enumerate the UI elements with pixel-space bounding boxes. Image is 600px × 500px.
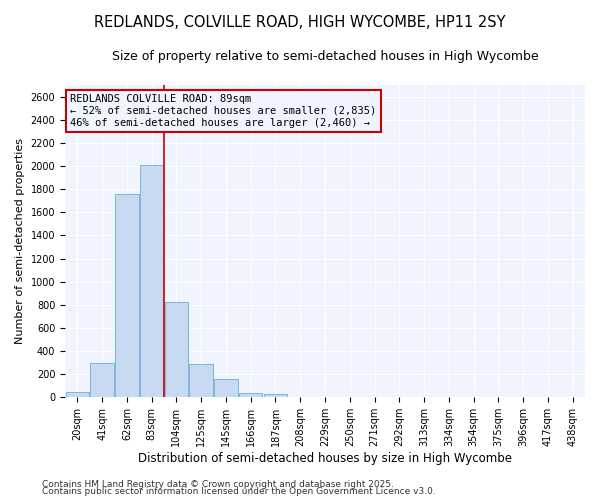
Bar	[264, 394, 287, 398]
Title: Size of property relative to semi-detached houses in High Wycombe: Size of property relative to semi-detach…	[112, 50, 538, 63]
Bar	[164, 302, 188, 398]
Bar	[91, 362, 114, 398]
Text: REDLANDS COLVILLE ROAD: 89sqm
← 52% of semi-detached houses are smaller (2,835)
: REDLANDS COLVILLE ROAD: 89sqm ← 52% of s…	[70, 94, 376, 128]
Bar	[115, 194, 139, 398]
Text: REDLANDS, COLVILLE ROAD, HIGH WYCOMBE, HP11 2SY: REDLANDS, COLVILLE ROAD, HIGH WYCOMBE, H…	[94, 15, 506, 30]
Bar	[190, 364, 213, 398]
X-axis label: Distribution of semi-detached houses by size in High Wycombe: Distribution of semi-detached houses by …	[138, 452, 512, 465]
Text: Contains HM Land Registry data © Crown copyright and database right 2025.: Contains HM Land Registry data © Crown c…	[42, 480, 394, 489]
Bar	[239, 392, 262, 398]
Bar	[65, 392, 89, 398]
Y-axis label: Number of semi-detached properties: Number of semi-detached properties	[15, 138, 25, 344]
Bar	[214, 380, 238, 398]
Text: Contains public sector information licensed under the Open Government Licence v3: Contains public sector information licen…	[42, 487, 436, 496]
Bar	[140, 165, 163, 398]
